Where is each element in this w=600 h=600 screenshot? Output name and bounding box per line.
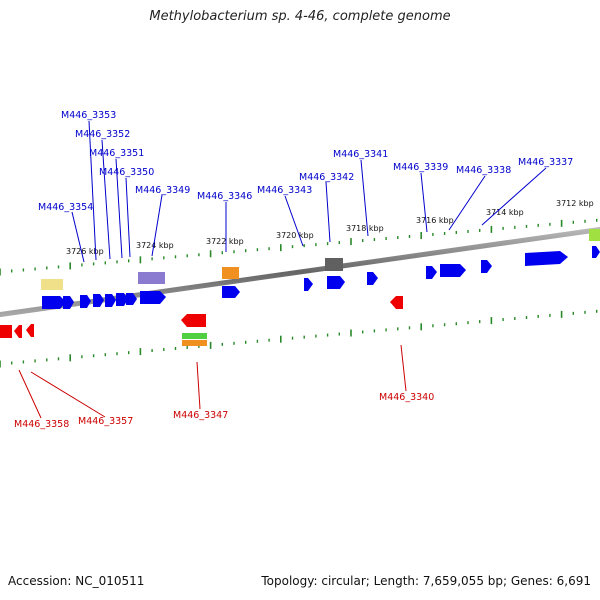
forward-gene-labels: M446_3354 M446_3353 M446_3352 M446_3351 … <box>38 110 573 213</box>
gene-arrow-forward[interactable] <box>126 293 137 305</box>
gene-arrow-forward[interactable] <box>222 286 240 298</box>
gene-arrow-reverse[interactable] <box>14 325 22 338</box>
reverse-gene-labels: M446_3358 M446_3357 M446_3347 M446_3340 <box>14 392 434 430</box>
gene-label-m446-3353[interactable]: M446_3353 <box>61 110 116 121</box>
gene-label-m446-3339[interactable]: M446_3339 <box>393 162 448 173</box>
cog-block-gray <box>325 258 343 271</box>
gene-arrow-forward[interactable] <box>116 293 128 306</box>
gene-label-m446-3342[interactable]: M446_3342 <box>299 172 354 183</box>
gene-label-m446-3341[interactable]: M446_3341 <box>333 149 388 160</box>
scale-ticks-forward <box>0 218 598 276</box>
gene-label-m446-3350[interactable]: M446_3350 <box>99 167 154 178</box>
scale-label-3716: 3716 kbp <box>416 216 454 225</box>
genome-backbone <box>0 226 600 318</box>
scale-label-3722: 3722 kbp <box>206 237 244 246</box>
gene-label-m446-3349[interactable]: M446_3349 <box>135 185 190 196</box>
gene-label-m446-3354[interactable]: M446_3354 <box>38 202 93 213</box>
gene-label-m446-3351[interactable]: M446_3351 <box>89 148 144 159</box>
cog-block-purple <box>138 272 165 284</box>
gene-arrow-reverse[interactable] <box>26 324 34 337</box>
gene-arrow-forward[interactable] <box>140 291 166 304</box>
gene-arrow-forward[interactable] <box>592 246 600 258</box>
gene-label-m446-3340[interactable]: M446_3340 <box>379 392 434 403</box>
scale-ticks-reverse <box>0 309 598 368</box>
gene-label-m446-3358[interactable]: M446_3358 <box>14 419 69 430</box>
gene-label-m446-3352[interactable]: M446_3352 <box>75 129 130 140</box>
forward-leader-lines <box>71 120 547 263</box>
cog-block-lime <box>589 229 600 241</box>
gene-label-m446-3357[interactable]: M446_3357 <box>78 416 133 427</box>
accession-text: Accession: NC_010511 <box>8 574 145 588</box>
gene-arrow-forward[interactable] <box>304 278 313 291</box>
scale-label-3718: 3718 kbp <box>346 224 384 233</box>
scale-label-3712: 3712 kbp <box>556 199 594 208</box>
gene-label-m446-3346[interactable]: M446_3346 <box>197 191 252 202</box>
genome-info-text: Topology: circular; Length: 7,659,055 bp… <box>261 574 591 588</box>
gene-arrow-forward[interactable] <box>80 295 91 308</box>
reverse-genes <box>0 296 403 338</box>
reverse-leader-lines <box>18 344 407 419</box>
gene-arrow-forward[interactable] <box>481 260 492 273</box>
cog-block-green <box>182 333 207 339</box>
gene-label-m446-3337[interactable]: M446_3337 <box>518 157 573 168</box>
cog-block-orange <box>222 267 239 279</box>
forward-genes <box>42 246 600 309</box>
gene-label-m446-3338[interactable]: M446_3338 <box>456 165 511 176</box>
gene-arrow-forward[interactable] <box>426 266 437 279</box>
gene-arrow-forward[interactable] <box>93 294 104 307</box>
gene-label-m446-3343[interactable]: M446_3343 <box>257 185 312 196</box>
gene-arrow-reverse[interactable] <box>390 296 403 309</box>
gene-arrow-forward[interactable] <box>367 272 378 285</box>
map-title: Methylobacterium sp. 4-46, complete geno… <box>149 9 451 24</box>
scale-label-3724: 3724 kbp <box>136 241 174 250</box>
scale-label-3726: 3726 kbp <box>66 247 104 256</box>
gene-arrow-forward[interactable] <box>63 296 74 309</box>
scale-label-3720: 3720 kbp <box>276 231 314 240</box>
gene-label-m446-3347[interactable]: M446_3347 <box>173 410 228 421</box>
gene-arrow-forward[interactable] <box>327 276 345 289</box>
cog-block-yellow <box>41 279 63 290</box>
gene-arrow-forward[interactable] <box>42 296 66 309</box>
gene-arrow-reverse[interactable] <box>181 314 206 327</box>
gene-arrow-forward[interactable] <box>105 294 116 307</box>
gene-arrow-forward[interactable] <box>440 264 466 277</box>
gene-arrow-forward[interactable] <box>525 251 568 266</box>
cog-block-orange-reverse <box>182 340 207 346</box>
scale-label-3714: 3714 kbp <box>486 208 524 217</box>
gene-arrow-reverse[interactable] <box>0 325 12 338</box>
